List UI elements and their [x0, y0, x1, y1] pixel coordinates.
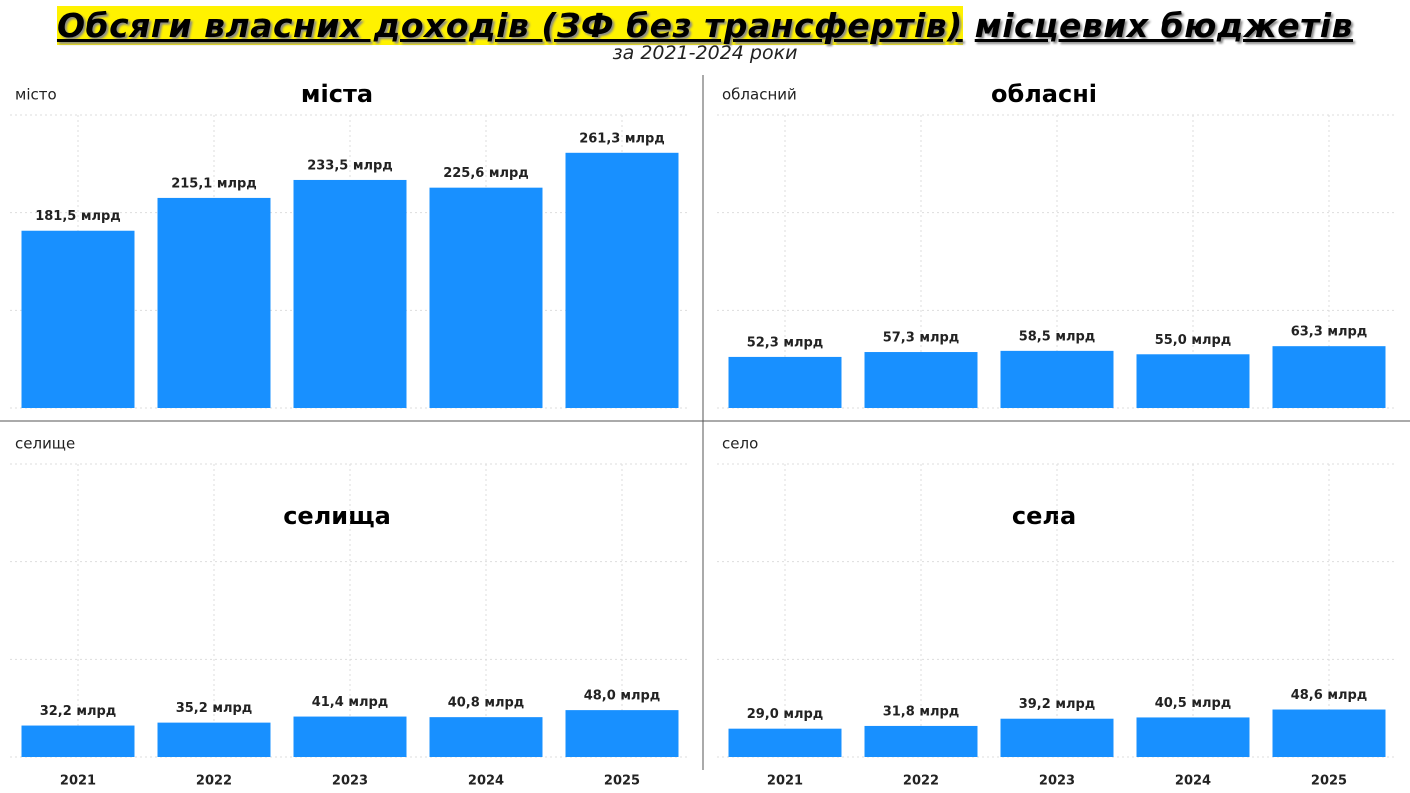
title-rest: місцевих бюджетів: [974, 6, 1354, 45]
bar: [157, 722, 271, 757]
value-label: 63,3 млрд: [1291, 325, 1368, 340]
value-label: 32,2 млрд: [40, 704, 117, 719]
x-tick-label: 2023: [332, 774, 368, 789]
x-tick-label: 2025: [604, 774, 640, 789]
subtitle: за 2021-2024 роки: [612, 42, 798, 64]
value-label: 233,5 млрд: [307, 158, 393, 173]
value-label: 35,2 млрд: [176, 701, 253, 716]
title-highlight: Обсяги власних доходів (ЗФ без трансферт…: [56, 6, 963, 45]
bar: [1272, 346, 1386, 408]
bar: [864, 725, 978, 757]
value-label: 40,5 млрд: [1155, 696, 1232, 711]
bar: [429, 187, 543, 408]
bar: [1000, 350, 1114, 408]
value-label: 181,5 млрд: [35, 209, 121, 224]
panel-label: місто: [15, 86, 57, 104]
bar: [293, 716, 407, 757]
bar: [728, 728, 842, 757]
panel-label: село: [722, 435, 758, 453]
x-tick-label: 2021: [60, 774, 96, 789]
bar: [429, 717, 543, 757]
bar: [1136, 717, 1250, 757]
title: Обсяги власних доходів (ЗФ без трансферт…: [0, 6, 1410, 45]
x-tick-label: 2024: [1175, 774, 1211, 789]
x-tick-label: 2022: [903, 774, 939, 789]
value-label: 225,6 млрд: [443, 166, 529, 181]
x-tick-label: 2024: [468, 774, 504, 789]
value-label: 48,6 млрд: [1291, 688, 1368, 703]
bar: [565, 152, 679, 408]
value-label: 41,4 млрд: [312, 695, 389, 710]
panel-label: обласний: [722, 86, 797, 104]
chart-title: обласні: [991, 80, 1097, 108]
value-label: 57,3 млрд: [883, 331, 960, 346]
bar: [157, 197, 271, 408]
bar: [21, 725, 135, 757]
x-tick-label: 2021: [767, 774, 803, 789]
value-label: 31,8 млрд: [883, 704, 960, 719]
value-label: 48,0 млрд: [584, 689, 661, 704]
value-label: 58,5 млрд: [1019, 329, 1096, 344]
value-label: 215,1 млрд: [171, 176, 257, 191]
value-label: 261,3 млрд: [579, 131, 665, 146]
bar: [1136, 354, 1250, 408]
bar: [1000, 718, 1114, 757]
value-label: 40,8 млрд: [448, 696, 525, 711]
value-label: 39,2 млрд: [1019, 697, 1096, 712]
chart-title: міста: [301, 80, 373, 108]
bar: [864, 352, 978, 408]
value-label: 52,3 млрд: [747, 335, 824, 350]
header: Обсяги власних доходів (ЗФ без трансферт…: [0, 0, 1410, 64]
x-tick-label: 2023: [1039, 774, 1075, 789]
bar: [1272, 709, 1386, 757]
x-tick-label: 2025: [1311, 774, 1347, 789]
chart-title: селища: [283, 502, 391, 530]
bar: [21, 230, 135, 408]
x-tick-label: 2022: [196, 774, 232, 789]
panel-label: селище: [15, 435, 75, 453]
chart-title: села: [1012, 502, 1076, 530]
value-label: 55,0 млрд: [1155, 333, 1232, 348]
value-label: 29,0 млрд: [747, 707, 824, 722]
bar: [728, 356, 842, 408]
bar: [293, 179, 407, 408]
bar: [565, 710, 679, 757]
